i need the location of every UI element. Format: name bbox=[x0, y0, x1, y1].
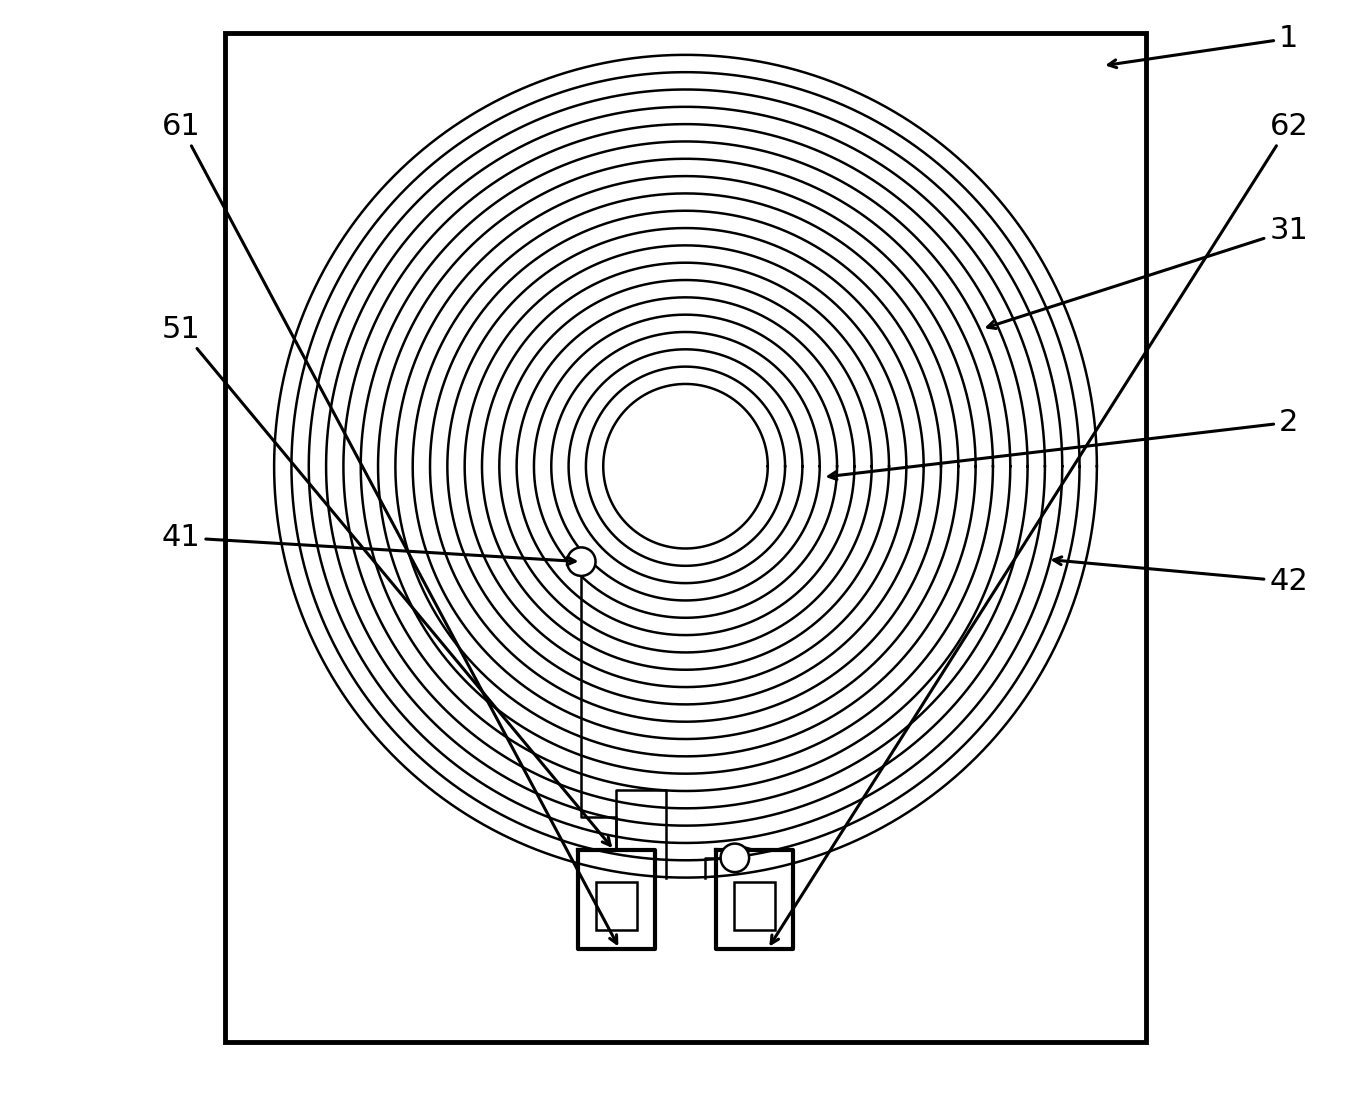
Text: 51: 51 bbox=[162, 315, 610, 846]
Text: 1: 1 bbox=[1109, 24, 1298, 68]
Text: 62: 62 bbox=[771, 112, 1308, 943]
Text: 31: 31 bbox=[987, 216, 1308, 328]
Polygon shape bbox=[595, 882, 638, 930]
Circle shape bbox=[568, 547, 595, 576]
Text: 61: 61 bbox=[162, 112, 617, 943]
Circle shape bbox=[721, 844, 749, 872]
Text: 2: 2 bbox=[829, 408, 1298, 479]
Text: 41: 41 bbox=[162, 523, 574, 565]
Text: 42: 42 bbox=[1054, 557, 1308, 596]
Polygon shape bbox=[733, 882, 776, 930]
